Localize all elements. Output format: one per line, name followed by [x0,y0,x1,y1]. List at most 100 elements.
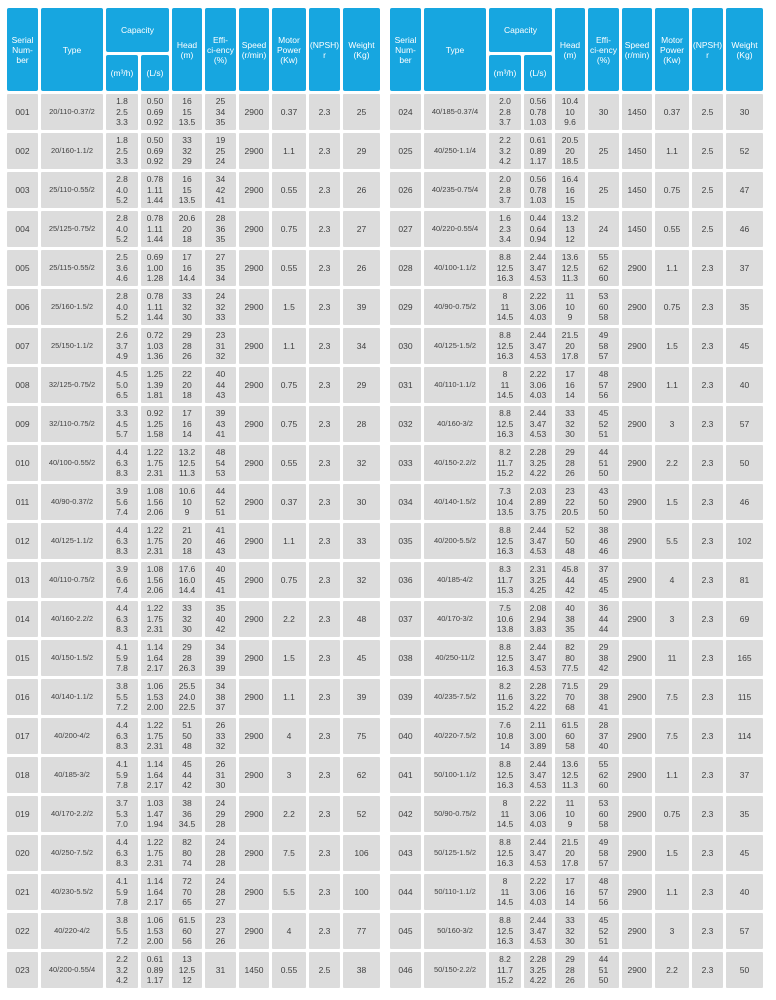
cell-npsh: 2.3 [309,94,340,130]
cell-npsh: 2.3 [692,367,723,403]
cell-type: 40/220-0.55/4 [424,211,486,247]
cell-head: 21.5 20 17.8 [555,328,585,364]
table-row: 042 50/90-0.75/2 8 11 14.5 2.22 3.06 4.03 11… [390,796,763,832]
cell-weight: 75 [343,718,380,754]
cell-head: 13.6 12.5 11.3 [555,250,585,286]
cell-npsh: 2.3 [309,562,340,598]
cell-serial: 046 [390,952,421,988]
cell-power: 1.1 [272,133,306,169]
cell-serial: 005 [7,250,38,286]
cell-ls: 1.08 1.56 2.06 [141,484,169,520]
cell-ls: 2.44 3.47 4.53 [524,913,552,949]
cell-serial: 012 [7,523,38,559]
cell-type: 40/160-2.2/2 [41,601,103,637]
cell-speed: 2900 [239,133,269,169]
cell-ls: 1.22 1.75 2.31 [141,718,169,754]
cell-npsh: 2.3 [309,718,340,754]
cell-m3h: 3.9 6.6 7.4 [106,562,138,598]
cell-npsh: 2.3 [692,484,723,520]
table-row: 019 40/170-2.2/2 3.7 5.3 7.0 1.03 1.47 1.94… [7,796,380,832]
cell-npsh: 2.3 [309,679,340,715]
cell-m3h: 4.5 5.0 6.5 [106,367,138,403]
cell-power: 0.55 [272,172,306,208]
cell-type: 50/160-3/2 [424,913,486,949]
cell-type: 40/200-4/2 [41,718,103,754]
cell-head: 13.6 12.5 11.3 [555,757,585,793]
cell-eff: 48 54 53 [205,445,236,481]
cell-ls: 1.14 1.64 2.17 [141,874,169,910]
cell-eff: 44 52 51 [205,484,236,520]
table-row: 038 40/250-11/2 8.8 12.5 16.3 2.44 3.47 4.5… [390,640,763,676]
cell-serial: 039 [390,679,421,715]
table-row: 029 40/90-0.75/2 8 11 14.5 2.22 3.06 4.03 11… [390,289,763,325]
cell-m3h: 8 11 14.5 [489,289,521,325]
pump-spec-table-right: Serial Num- ber Type Capacity (m³/h) (L/… [390,8,763,992]
cell-ls: 2.44 3.47 4.53 [524,328,552,364]
cell-serial: 027 [390,211,421,247]
cell-head: 11 10 9 [555,289,585,325]
cell-type: 25/150-1.1/2 [41,328,103,364]
col-header-head: Head (m) [555,8,585,91]
cell-speed: 2900 [622,484,652,520]
cell-head: 25.5 24.0 22.5 [172,679,202,715]
col-header-weight: Weight (Kg) [343,8,380,91]
cell-type: 40/140-1.1/2 [41,679,103,715]
cell-eff: 29 38 41 [588,679,619,715]
cell-power: 1.5 [272,289,306,325]
cell-ls: 1.03 1.47 1.94 [141,796,169,832]
table-row: 033 40/150-2.2/2 8.2 11.7 15.2 2.28 3.25 4.… [390,445,763,481]
cell-speed: 1450 [622,94,652,130]
cell-power: 1.1 [655,367,689,403]
cell-power: 2.2 [272,601,306,637]
cell-power: 5.5 [272,874,306,910]
cell-m3h: 2.2 3.2 4.2 [106,952,138,988]
cell-eff: 35 40 42 [205,601,236,637]
cell-ls: 0.56 0.78 1.03 [524,172,552,208]
cell-head: 21.5 20 17.8 [555,835,585,871]
cell-eff: 49 58 57 [588,835,619,871]
cell-npsh: 2.3 [692,445,723,481]
cell-weight: 114 [726,718,763,754]
table-row: 015 40/150-1.5/2 4.1 5.9 7.8 1.14 1.64 2.17… [7,640,380,676]
cell-power: 1.1 [272,523,306,559]
cell-power: 2.2 [655,445,689,481]
cell-type: 40/125-1.5/2 [424,328,486,364]
cell-head: 82 80 77.5 [555,640,585,676]
cell-weight: 102 [726,523,763,559]
cell-ls: 2.08 2.94 3.83 [524,601,552,637]
table-row: 027 40/220-0.55/4 1.6 2.3 3.4 0.44 0.64 0.9… [390,211,763,247]
cell-head: 11 10 9 [555,796,585,832]
cell-speed: 2900 [622,718,652,754]
cell-power: 0.75 [272,367,306,403]
cell-ls: 1.08 1.56 2.06 [141,562,169,598]
cell-m3h: 3.8 5.5 7.2 [106,913,138,949]
cell-head: 33 32 30 [172,289,202,325]
cell-npsh: 2.5 [692,133,723,169]
cell-ls: 0.78 1.11 1.44 [141,289,169,325]
table-row: 016 40/140-1.1/2 3.8 5.5 7.2 1.06 1.53 2.00… [7,679,380,715]
cell-speed: 2900 [239,679,269,715]
cell-weight: 34 [343,328,380,364]
cell-weight: 47 [726,172,763,208]
cell-head: 23 22 20.5 [555,484,585,520]
cell-eff: 44 51 50 [588,445,619,481]
cell-ls: 2.22 3.06 4.03 [524,796,552,832]
cell-speed: 2900 [622,406,652,442]
cell-npsh: 2.3 [309,913,340,949]
cell-power: 1.1 [272,328,306,364]
cell-speed: 2900 [622,523,652,559]
cell-weight: 40 [726,367,763,403]
cell-serial: 040 [390,718,421,754]
cell-power: 2.2 [655,952,689,988]
cell-type: 40/220-7.5/2 [424,718,486,754]
cell-serial: 021 [7,874,38,910]
table-row: 003 25/110-0.55/2 2.8 4.0 5.2 0.78 1.11 1.4… [7,172,380,208]
cell-head: 71.5 70 68 [555,679,585,715]
cell-speed: 2900 [622,679,652,715]
cell-eff: 55 62 60 [588,757,619,793]
table-row: 044 50/110-1.1/2 8 11 14.5 2.22 3.06 4.03 17… [390,874,763,910]
cell-power: 1.5 [655,484,689,520]
cell-head: 29 28 26 [172,328,202,364]
cell-speed: 2900 [622,913,652,949]
cell-ls: 0.61 0.89 1.17 [141,952,169,988]
